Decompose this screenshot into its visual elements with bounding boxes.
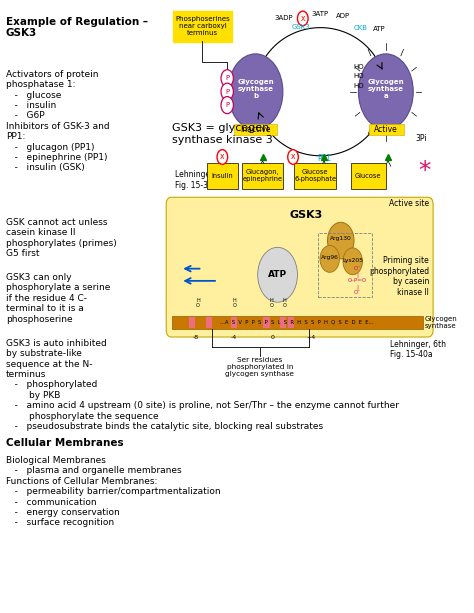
Text: PP1: PP1 [317, 154, 331, 163]
Text: x: x [301, 14, 305, 23]
FancyBboxPatch shape [294, 163, 336, 189]
Text: GSK cannot act unless
casein kinase II
phosphorylates (primes)
G5 first: GSK cannot act unless casein kinase II p… [6, 218, 117, 258]
FancyBboxPatch shape [173, 10, 232, 42]
Text: Lys205: Lys205 [342, 257, 363, 262]
Text: H
O: H O [233, 297, 237, 308]
Circle shape [258, 247, 298, 302]
Circle shape [328, 223, 354, 259]
Text: Arg130: Arg130 [330, 235, 352, 241]
Circle shape [221, 97, 233, 113]
Text: Phosphoserines
near carboxyl
terminus: Phosphoserines near carboxyl terminus [175, 16, 230, 36]
Circle shape [228, 54, 283, 129]
Circle shape [217, 150, 228, 164]
Text: H
O: H O [270, 297, 274, 308]
Text: Example of Regulation –
GSK3: Example of Regulation – GSK3 [6, 17, 148, 38]
Text: P: P [225, 102, 229, 108]
Circle shape [298, 11, 308, 26]
Text: Ser residues
phosphorylated in
glycogen synthase: Ser residues phosphorylated in glycogen … [226, 357, 294, 377]
Text: HO: HO [353, 83, 364, 89]
Text: +4: +4 [306, 335, 315, 340]
Text: 3ADP: 3ADP [274, 15, 292, 21]
Bar [189, 317, 195, 329]
FancyBboxPatch shape [234, 124, 277, 135]
Text: Cellular Membranes: Cellular Membranes [6, 438, 123, 447]
Text: GSK3 can only
phosphorylate a serine
if the residue 4 C-
terminal to it is a
pho: GSK3 can only phosphorylate a serine if … [6, 273, 110, 324]
FancyBboxPatch shape [166, 197, 433, 337]
Text: Active site: Active site [389, 199, 429, 208]
FancyBboxPatch shape [369, 124, 404, 135]
Circle shape [221, 70, 233, 87]
Circle shape [320, 245, 339, 272]
Text: P: P [225, 89, 229, 94]
Text: ATP: ATP [268, 270, 287, 280]
Text: 0: 0 [271, 335, 274, 340]
FancyBboxPatch shape [351, 163, 386, 189]
Circle shape [343, 248, 363, 275]
Text: ...A  S  V  P  P  S  P  S  L  S  R  H  S  S  P  H  Q  S  E  D  E  E...: ...A S V P P S P S L S R H S S P H Q S E… [220, 320, 373, 325]
Text: GSK3 is auto inhibited
by substrate-like
sequence at the N-
terminus
   -   phos: GSK3 is auto inhibited by substrate-like… [6, 339, 399, 431]
Text: CKB: CKB [353, 25, 367, 31]
Text: Active: Active [374, 125, 398, 134]
Text: ATP: ATP [373, 26, 385, 32]
Text: -8: -8 [193, 335, 199, 340]
Text: 3Pi: 3Pi [415, 134, 427, 143]
Text: Glycogen
synthase: Glycogen synthase [425, 316, 457, 329]
Text: Lehninger, 6th
Fig. 15-39: Lehninger, 6th Fig. 15-39 [175, 170, 231, 190]
Circle shape [288, 150, 298, 164]
Bar [288, 317, 294, 329]
Text: -4: -4 [231, 335, 237, 340]
FancyBboxPatch shape [242, 163, 283, 189]
Text: Glycogen
synthase
b: Glycogen synthase b [237, 79, 274, 99]
Text: Glucose: Glucose [355, 173, 382, 179]
Text: Inactive: Inactive [240, 125, 271, 134]
Text: Insulin: Insulin [211, 173, 233, 179]
Text: Biological Membranes
   -   plasma and organelle membranes
Functions of Cellular: Biological Membranes - plasma and organe… [6, 456, 220, 527]
Bar [264, 317, 270, 329]
Bar [280, 317, 286, 329]
Text: Activators of protein
phosphatase 1:
   -   glucose
   -   insulin
   -   G6P
In: Activators of protein phosphatase 1: - g… [6, 70, 109, 172]
Text: GSK3 = glycogen
synthase kinase 3: GSK3 = glycogen synthase kinase 3 [172, 123, 272, 145]
Text: Priming site
phosphorylated
by casein
kinase II: Priming site phosphorylated by casein ki… [369, 256, 429, 297]
Text: x: x [291, 153, 295, 161]
Text: GSK3: GSK3 [292, 24, 310, 30]
Text: *: * [419, 159, 431, 183]
Text: Lehninger, 6th
Fig. 15-40a: Lehninger, 6th Fig. 15-40a [390, 340, 446, 359]
Bar [231, 317, 237, 329]
Text: H
O: H O [282, 297, 286, 308]
Circle shape [358, 54, 413, 129]
Text: Arg96: Arg96 [321, 255, 338, 260]
Text: Glucagon,
epinephrine: Glucagon, epinephrine [243, 169, 283, 183]
Circle shape [221, 83, 233, 101]
Text: x: x [220, 153, 225, 161]
Text: GSK3: GSK3 [290, 210, 323, 220]
Text: HO: HO [353, 64, 364, 70]
Text: Glycogen
synthase
a: Glycogen synthase a [367, 79, 404, 99]
FancyBboxPatch shape [207, 163, 237, 189]
Bar [206, 317, 212, 329]
Text: O⁻
|
O–P=O
|
O⁻: O⁻ | O–P=O | O⁻ [347, 266, 367, 295]
Text: Glucose
6-phosphate: Glucose 6-phosphate [294, 169, 336, 183]
Text: ADP: ADP [336, 13, 350, 19]
Text: H
O: H O [196, 297, 200, 308]
Text: HO: HO [353, 74, 364, 80]
Text: P: P [225, 75, 229, 82]
Bar [172, 316, 423, 329]
Text: 3ATP: 3ATP [311, 10, 328, 17]
